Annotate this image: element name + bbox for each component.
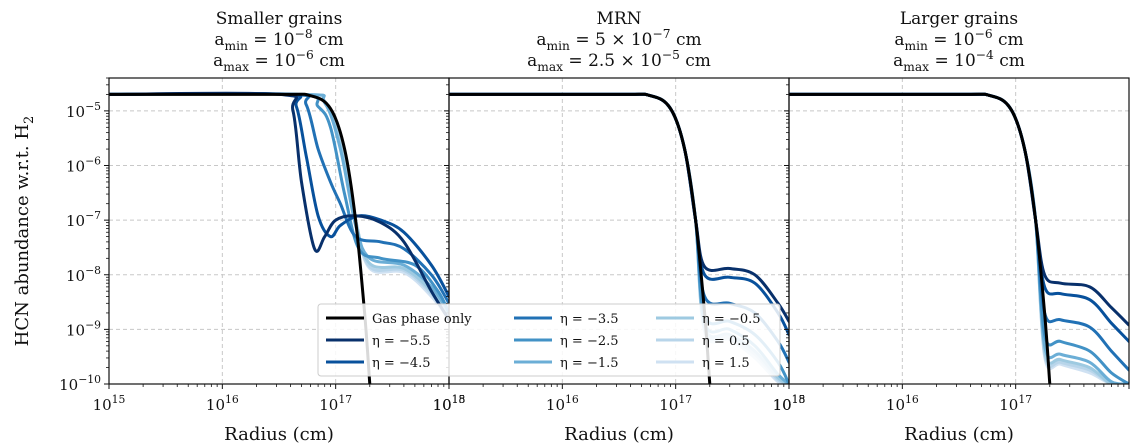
- panel-title-line: Larger grains: [900, 9, 1018, 29]
- y-tick-label: 10−7: [66, 209, 101, 230]
- legend-label: η = −0.5: [702, 312, 761, 327]
- series-line: [789, 92, 1129, 384]
- y-tick-label: 10−6: [66, 155, 101, 176]
- y-tick-label: 10−5: [66, 100, 101, 121]
- panel-title-line: Smaller grains: [216, 9, 343, 29]
- series-line: [789, 92, 1129, 372]
- x-tick-label: 1016: [886, 393, 919, 414]
- panel-0: 1015 1016 1017 1018 10−10 10−9 10−8 10−7 10−6 10−…: [59, 9, 465, 445]
- series-line: [109, 92, 449, 315]
- series-line: [109, 92, 449, 320]
- series-line: [789, 92, 1129, 384]
- x-axis-label: Radius (cm): [224, 424, 334, 445]
- legend-label: η = −3.5: [560, 312, 619, 327]
- x-tick-label: 1016: [206, 393, 239, 414]
- legend-label: η = −2.5: [560, 334, 619, 349]
- panel-title-line: amin = 5 × 10−7 cm: [536, 27, 701, 53]
- x-tick-label: 1016: [546, 393, 579, 414]
- series-line: [109, 92, 449, 322]
- x-tick-label: 1015: [773, 393, 806, 414]
- x-tick-label: 1018: [433, 393, 466, 414]
- series-line: [449, 92, 789, 337]
- panel-title-line: MRN: [596, 9, 641, 29]
- x-tick-label: 1015: [433, 393, 466, 414]
- panel-title-line: amax = 10−6 cm: [213, 48, 345, 74]
- x-tick-label: 1018: [773, 393, 806, 414]
- x-tick-label: 1017: [659, 393, 692, 414]
- panel-title-line: amax = 10−4 cm: [893, 48, 1025, 74]
- legend: Gas phase only η = −5.5 η = −4.5 η = −3.5 η …: [317, 303, 781, 377]
- series-line: [449, 92, 789, 323]
- series-line: [789, 92, 1129, 384]
- y-tick-label: 10−10: [59, 373, 101, 394]
- series-line: [789, 92, 1052, 384]
- legend-label: Gas phase only: [372, 312, 472, 327]
- series-line: [109, 91, 449, 322]
- panel-title-line: amin = 10−8 cm: [214, 27, 343, 53]
- panel-title-line: amax = 2.5 × 10−5 cm: [527, 48, 711, 74]
- legend-label: η = 0.5: [702, 334, 750, 349]
- x-axis-label: Radius (cm): [564, 424, 674, 445]
- series-line: [789, 92, 1129, 327]
- x-tick-label: 1017: [999, 393, 1032, 414]
- y-tick-label: 10−9: [66, 318, 101, 339]
- plot-frame: [788, 77, 1130, 385]
- x-tick-label: 1015: [93, 393, 126, 414]
- legend-label: η = −4.5: [372, 356, 431, 371]
- series-line: [789, 92, 1129, 343]
- panel-title-line: amin = 10−6 cm: [894, 27, 1023, 53]
- x-axis-label: Radius (cm): [904, 424, 1014, 445]
- legend-label: η = 1.5: [702, 356, 750, 371]
- y-tick-label: 10−8: [66, 264, 101, 285]
- series-line: [109, 92, 449, 315]
- series-line: [109, 92, 449, 317]
- x-tick-label: 1017: [319, 393, 352, 414]
- legend-label: η = −5.5: [372, 334, 431, 349]
- series-line: [789, 92, 1129, 384]
- series-line: [449, 92, 712, 384]
- series-line: [109, 92, 372, 384]
- series-line: [789, 92, 1129, 384]
- y-axis-label: HCN abundance w.r.t. H2: [12, 116, 37, 347]
- legend-label: η = −1.5: [560, 356, 619, 371]
- series-line: [109, 92, 449, 298]
